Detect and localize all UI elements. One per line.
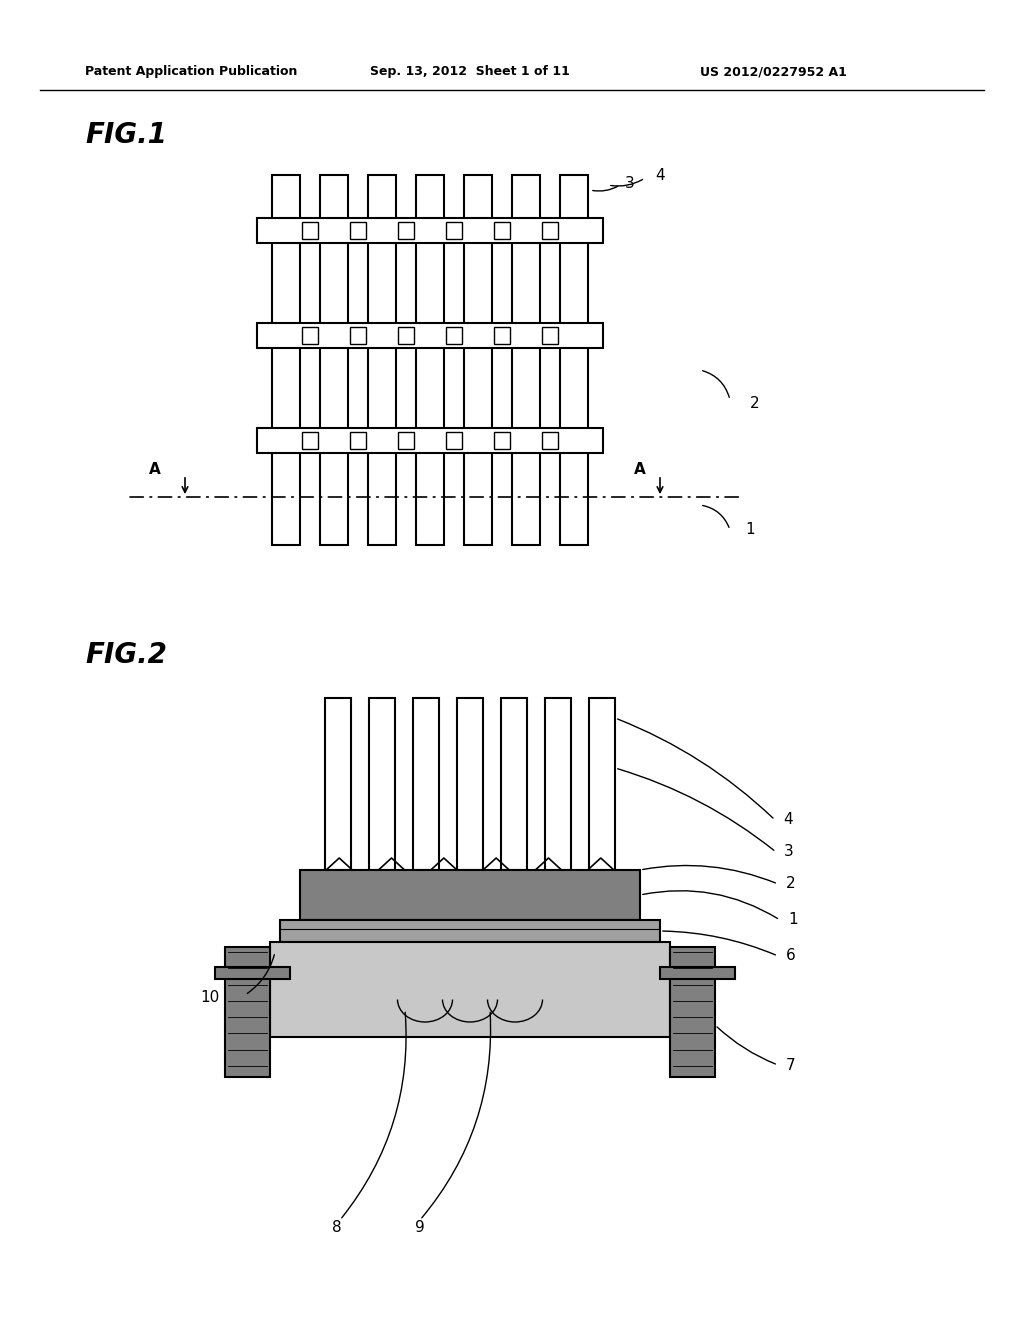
Bar xyxy=(325,698,351,870)
Bar xyxy=(457,698,483,870)
Bar xyxy=(257,428,603,453)
Bar xyxy=(660,968,735,979)
Bar xyxy=(464,176,492,545)
Text: 6: 6 xyxy=(786,949,796,964)
Text: FIG.2: FIG.2 xyxy=(85,642,167,669)
Text: 9: 9 xyxy=(415,1221,425,1236)
Bar xyxy=(257,322,603,347)
Text: 2: 2 xyxy=(786,876,796,891)
Bar xyxy=(302,326,318,343)
Text: US 2012/0227952 A1: US 2012/0227952 A1 xyxy=(700,66,847,78)
Bar xyxy=(589,698,615,870)
Text: 2: 2 xyxy=(750,396,760,411)
Text: 1: 1 xyxy=(788,912,798,928)
Bar xyxy=(272,176,300,545)
Bar xyxy=(542,222,558,239)
Bar xyxy=(494,432,510,449)
Text: 4: 4 xyxy=(783,813,793,828)
Text: FIG.1: FIG.1 xyxy=(85,121,167,149)
Bar xyxy=(398,432,414,449)
Bar xyxy=(302,222,318,239)
Text: 1: 1 xyxy=(745,523,755,537)
Text: 10: 10 xyxy=(200,990,219,1006)
Bar xyxy=(446,326,462,343)
Bar xyxy=(560,176,588,545)
Bar xyxy=(270,942,670,1038)
Text: 7: 7 xyxy=(786,1057,796,1072)
Text: Patent Application Publication: Patent Application Publication xyxy=(85,66,297,78)
Bar xyxy=(319,176,348,545)
Bar xyxy=(369,698,395,870)
Bar xyxy=(350,432,366,449)
Bar xyxy=(398,326,414,343)
Bar xyxy=(280,920,660,942)
Bar xyxy=(545,698,571,870)
Bar xyxy=(257,218,603,243)
Text: 8: 8 xyxy=(332,1221,342,1236)
Text: 3: 3 xyxy=(784,845,794,859)
Bar xyxy=(225,946,270,1077)
Bar xyxy=(670,946,715,1077)
Bar xyxy=(413,698,439,870)
Bar xyxy=(350,326,366,343)
Bar xyxy=(494,326,510,343)
Text: A: A xyxy=(634,462,646,477)
Bar xyxy=(446,432,462,449)
Text: 4: 4 xyxy=(655,169,665,183)
Bar xyxy=(215,968,290,979)
Bar xyxy=(446,222,462,239)
Text: Sep. 13, 2012  Sheet 1 of 11: Sep. 13, 2012 Sheet 1 of 11 xyxy=(370,66,570,78)
Bar xyxy=(350,222,366,239)
Bar xyxy=(501,698,527,870)
Bar xyxy=(542,432,558,449)
Bar xyxy=(398,222,414,239)
Bar xyxy=(368,176,396,545)
Bar xyxy=(542,326,558,343)
Text: 3: 3 xyxy=(625,176,635,190)
Bar xyxy=(300,870,640,920)
Bar xyxy=(302,432,318,449)
Text: A: A xyxy=(150,462,161,477)
Bar xyxy=(512,176,540,545)
Bar xyxy=(494,222,510,239)
Bar xyxy=(416,176,444,545)
